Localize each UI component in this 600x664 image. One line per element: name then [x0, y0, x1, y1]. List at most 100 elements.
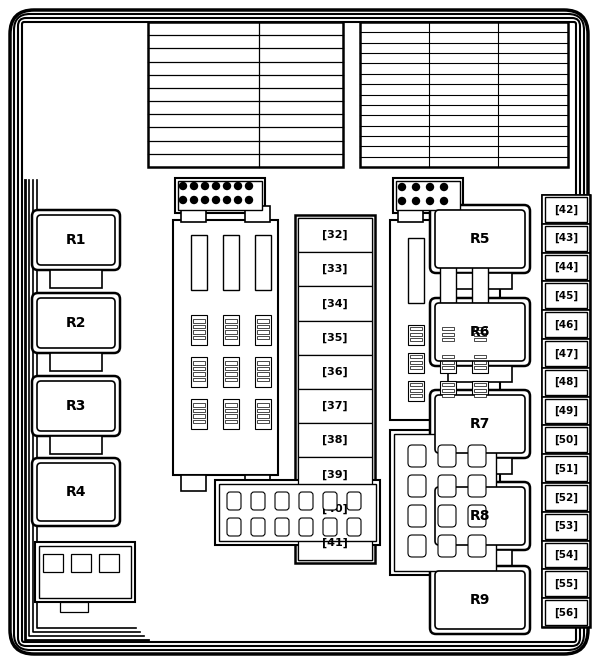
Bar [173, 220, 278, 475]
FancyBboxPatch shape [32, 210, 120, 270]
FancyBboxPatch shape [438, 445, 456, 467]
FancyBboxPatch shape [430, 482, 530, 550]
Bar [225, 330, 237, 333]
Bar [545, 600, 587, 625]
FancyBboxPatch shape [347, 518, 361, 536]
Bar [191, 235, 207, 290]
Bar [472, 325, 488, 345]
Bar [472, 353, 488, 373]
Bar [181, 475, 206, 491]
Text: [42]: [42] [554, 205, 578, 214]
Bar [50, 353, 102, 371]
Bar [542, 396, 590, 426]
Text: [43]: [43] [554, 233, 578, 243]
Bar [545, 370, 587, 394]
Text: [50]: [50] [554, 435, 578, 445]
Bar [39, 546, 131, 598]
Bar [193, 414, 205, 418]
FancyBboxPatch shape [438, 535, 456, 557]
Bar [545, 456, 587, 481]
Bar [442, 327, 454, 330]
FancyBboxPatch shape [430, 390, 530, 458]
Bar [257, 361, 269, 365]
Bar [225, 367, 237, 370]
Bar [298, 389, 372, 423]
Text: R6: R6 [470, 325, 490, 339]
Bar [219, 484, 376, 541]
Bar [225, 335, 237, 339]
Bar [410, 388, 422, 392]
Bar [193, 378, 205, 381]
Bar [545, 428, 587, 452]
Circle shape [427, 183, 433, 191]
Bar [223, 235, 239, 290]
FancyBboxPatch shape [435, 210, 525, 268]
Bar [542, 224, 590, 252]
Bar [542, 570, 590, 598]
Text: [39]: [39] [322, 469, 348, 479]
Bar [298, 286, 372, 321]
Bar [542, 426, 590, 454]
Circle shape [235, 197, 241, 203]
Bar [225, 408, 237, 412]
FancyBboxPatch shape [468, 475, 486, 497]
FancyBboxPatch shape [32, 458, 120, 526]
Bar [442, 383, 454, 386]
Bar [390, 430, 500, 575]
Bar [298, 321, 372, 355]
Text: R4: R4 [66, 485, 86, 499]
Bar [255, 315, 271, 345]
Bar [393, 178, 463, 213]
Bar [298, 526, 372, 560]
Bar [99, 554, 119, 572]
Bar [223, 315, 239, 345]
Bar [474, 383, 486, 386]
Text: [52]: [52] [554, 492, 578, 503]
Bar [298, 423, 372, 457]
FancyBboxPatch shape [408, 475, 426, 497]
Bar [298, 491, 372, 526]
Bar [410, 383, 422, 386]
Text: [36]: [36] [322, 367, 348, 377]
Bar [223, 357, 239, 387]
Circle shape [235, 183, 241, 189]
Circle shape [202, 183, 209, 189]
Bar [257, 330, 269, 333]
Bar [542, 368, 590, 396]
FancyBboxPatch shape [435, 395, 525, 453]
Bar [545, 312, 587, 337]
Bar [442, 361, 454, 363]
Text: [49]: [49] [554, 406, 578, 416]
Text: [54]: [54] [554, 550, 578, 560]
Bar [255, 235, 271, 290]
Bar [193, 330, 205, 333]
Bar [448, 458, 512, 474]
FancyBboxPatch shape [251, 518, 265, 536]
FancyBboxPatch shape [32, 376, 120, 436]
FancyBboxPatch shape [299, 492, 313, 510]
Bar [225, 403, 237, 406]
Circle shape [191, 197, 197, 203]
Bar [542, 339, 590, 368]
Bar [225, 414, 237, 418]
Text: [44]: [44] [554, 262, 578, 272]
Bar [474, 366, 486, 369]
Bar [410, 366, 422, 369]
FancyBboxPatch shape [37, 463, 115, 521]
Text: R2: R2 [66, 316, 86, 330]
Text: [46]: [46] [554, 319, 578, 330]
Bar [181, 206, 206, 222]
Circle shape [398, 197, 406, 205]
Bar [474, 338, 486, 341]
Text: [56]: [56] [554, 608, 578, 618]
Bar [474, 333, 486, 335]
Circle shape [202, 197, 209, 203]
Bar [193, 325, 205, 328]
FancyBboxPatch shape [438, 475, 456, 497]
Bar [50, 436, 102, 454]
Bar [394, 434, 496, 571]
FancyBboxPatch shape [468, 535, 486, 557]
Bar [257, 367, 269, 370]
Bar [442, 394, 454, 397]
FancyBboxPatch shape [323, 492, 337, 510]
